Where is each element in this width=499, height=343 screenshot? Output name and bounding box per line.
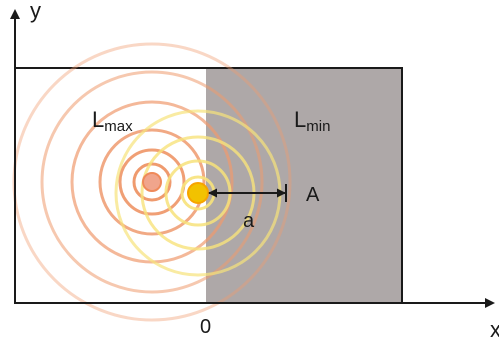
lmax-main: L xyxy=(92,107,104,132)
image-ring-3 xyxy=(98,128,206,236)
lmax-label: Lmax xyxy=(92,107,133,135)
image-ring-5 xyxy=(40,70,264,294)
real-source-dot xyxy=(187,182,209,204)
image-ring-2 xyxy=(118,148,186,216)
y-axis-label: y xyxy=(30,0,41,23)
origin-label: 0 xyxy=(200,316,211,338)
image-source-dot xyxy=(142,172,162,192)
lmin-label: Lmin xyxy=(294,107,330,135)
image-ring-1 xyxy=(132,162,172,202)
lmax-sub: max xyxy=(104,118,133,135)
x-axis-label: x xyxy=(490,317,499,342)
lmin-sub: min xyxy=(306,118,330,135)
lmin-main: L xyxy=(294,107,306,132)
right-shaded-region xyxy=(206,68,402,303)
point-a-label: A xyxy=(306,184,320,206)
distance-label: a xyxy=(243,210,255,232)
